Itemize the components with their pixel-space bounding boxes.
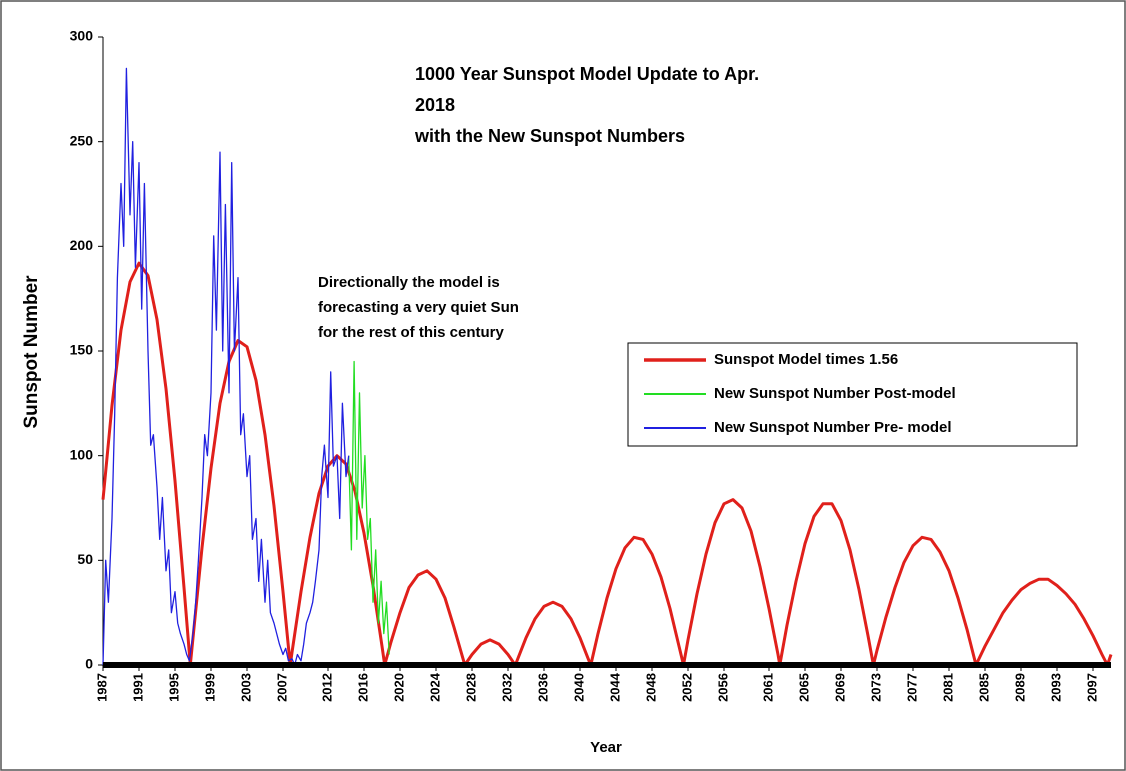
annotation: Directionally the model is [318, 274, 500, 291]
x-tick-label: 2020 [391, 673, 406, 702]
x-tick-label: 2036 [535, 673, 550, 702]
chart-title: with the New Sunspot Numbers [414, 126, 685, 146]
chart-title: 1000 Year Sunspot Model Update to Apr. [415, 64, 759, 84]
x-tick-label: 2044 [607, 672, 622, 702]
x-tick-label: 2089 [1012, 673, 1027, 702]
y-tick-label: 100 [70, 446, 94, 462]
x-tick-label: 2007 [274, 673, 289, 702]
x-tick-label: 2052 [679, 673, 694, 702]
annotation: for the rest of this century [318, 324, 505, 341]
x-tick-label: 2040 [571, 673, 586, 702]
x-tick-label: 1999 [202, 673, 217, 702]
x-tick-label: 2069 [832, 673, 847, 702]
x-tick-label: 2073 [868, 673, 883, 702]
x-tick-label: 2012 [319, 673, 334, 702]
x-tick-label: 1991 [130, 673, 145, 702]
x-axis-label: Year [590, 739, 622, 756]
legend-label: New Sunspot Number Pre- model [714, 419, 952, 436]
x-tick-label: 2024 [427, 672, 442, 702]
series-line [348, 360, 390, 655]
x-tick-label: 2077 [904, 673, 919, 702]
y-tick-label: 150 [70, 342, 94, 358]
x-tick-label: 2016 [355, 673, 370, 702]
x-tick-label: 2081 [940, 673, 955, 702]
y-tick-label: 50 [77, 551, 93, 567]
x-tick-label: 1987 [94, 673, 109, 702]
x-tick-label: 2093 [1048, 673, 1063, 702]
x-tick-label: 2061 [760, 673, 775, 702]
y-tick-label: 300 [70, 28, 94, 44]
annotation: forecasting a very quiet Sun [318, 299, 519, 316]
y-axis-label: Sunspot Number [21, 275, 42, 429]
legend-label: New Sunspot Number Post-model [714, 385, 956, 402]
legend-label: Sunspot Model times 1.56 [714, 351, 898, 368]
x-tick-label: 2097 [1084, 673, 1099, 702]
x-tick-label: 2056 [715, 673, 730, 702]
chart-title: 2018 [415, 95, 455, 115]
x-tick-label: 2028 [463, 673, 478, 702]
x-tick-label: 2048 [643, 673, 658, 702]
x-tick-label: 2065 [796, 673, 811, 702]
x-tick-label: 2085 [976, 673, 991, 702]
y-tick-label: 250 [70, 132, 94, 148]
x-tick-label: 2003 [238, 673, 253, 702]
series-line [102, 67, 350, 666]
x-tick-label: 2032 [499, 673, 514, 702]
y-tick-label: 200 [70, 237, 94, 253]
x-tick-label: 1995 [166, 673, 181, 702]
y-tick-label: 0 [85, 656, 93, 672]
series-line [101, 261, 1113, 667]
